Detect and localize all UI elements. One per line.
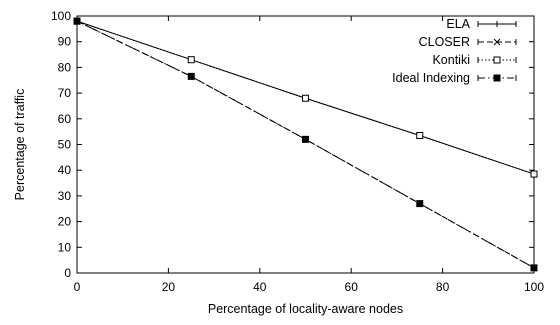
x-axis-label: Percentage of locality-aware nodes [208,302,403,316]
data-point [416,132,424,140]
legend-entry: Kontiki [432,53,517,67]
x-tick-label: 20 [162,280,176,294]
data-point [187,56,195,64]
legend-label: CLOSER [419,35,470,49]
y-tick-label: 50 [58,138,72,152]
x-tick-label: 80 [436,280,450,294]
y-tick-label: 0 [64,266,71,280]
legend-marker [494,21,500,27]
legend-label: ELA [446,17,470,31]
y-tick-label: 90 [58,35,72,49]
x-tick-label: 100 [524,280,544,294]
x-tick-label: 40 [253,280,267,294]
data-point [302,135,309,143]
y-tick-label: 40 [58,163,72,177]
y-tick-label: 80 [58,60,72,74]
legend-entry: CLOSER [419,35,517,49]
legend-marker [493,38,501,46]
legend-entry: ELA [446,17,517,31]
legend-marker [493,74,501,82]
y-axis-label: Percentage of traffic [13,89,27,201]
series-group [73,17,538,272]
legend-label: Ideal Indexing [392,71,470,85]
x-tick-label: 0 [74,280,81,294]
y-tick-label: 100 [51,9,71,23]
legend-marker [493,56,501,64]
data-point [302,94,309,102]
data-point [416,200,424,208]
ticks-group: 0 10 20 30 40 50 60 70 80 90 100 0 20 40 60 80 100 [51,9,544,294]
x-tick-label: 60 [345,280,359,294]
y-tick-label: 70 [58,86,72,100]
series-ideal-indexing [73,17,538,272]
legend-label: Kontiki [432,53,470,67]
data-point [187,72,195,80]
legend-entry: Ideal Indexing [392,71,517,85]
y-tick-label: 20 [58,215,72,229]
data-point [530,170,538,178]
y-tick-label: 10 [58,240,72,254]
y-tick-label: 60 [58,112,72,126]
legend: ELA CLOSER Kontiki Ideal Indexing [392,17,517,85]
y-tick-label: 30 [58,189,72,203]
